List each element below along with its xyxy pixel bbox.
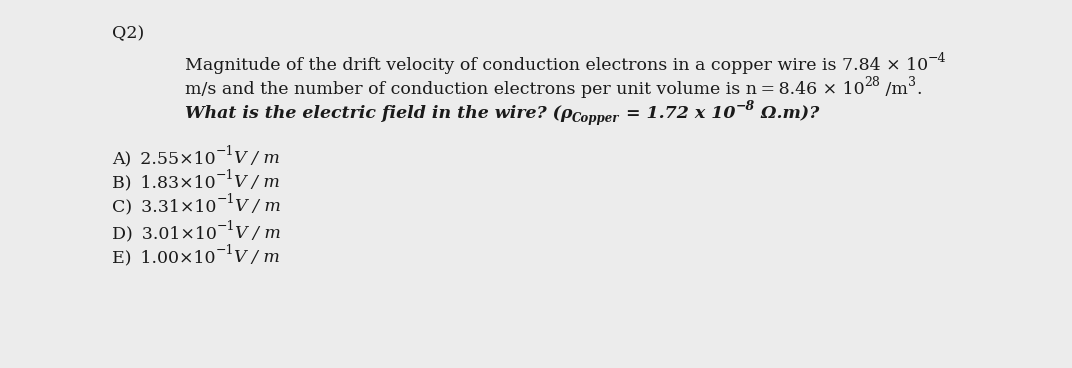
Text: B)  1.83×10: B) 1.83×10 [111,174,215,191]
Text: V / m: V / m [236,225,281,242]
Text: V / m: V / m [235,198,281,215]
Text: −1: −1 [215,145,234,158]
Text: C)  3.31×10: C) 3.31×10 [111,198,217,215]
Text: Ω.m)?: Ω.m)? [755,105,819,122]
Text: /m: /m [880,81,908,98]
Text: V / m: V / m [234,150,280,167]
Text: What is the electric field in the wire? (ρ: What is the electric field in the wire? … [185,105,572,122]
Text: −1: −1 [215,169,234,182]
Text: D)  3.01×10: D) 3.01×10 [111,225,217,242]
Text: −8: −8 [735,100,755,113]
Text: V / m: V / m [234,174,280,191]
Text: .: . [917,81,922,98]
Text: −4: −4 [928,52,947,65]
Text: Magnitude of the drift velocity of conduction electrons in a copper wire is 7.84: Magnitude of the drift velocity of condu… [185,57,928,74]
Text: Copper: Copper [572,112,620,125]
Text: −1: −1 [217,193,235,206]
Text: 3: 3 [908,76,917,89]
Text: A)  2.55×10: A) 2.55×10 [111,150,215,167]
Text: −1: −1 [217,220,236,233]
Text: −1: −1 [215,244,234,257]
Text: Q2): Q2) [111,25,145,42]
Text: = 1.72 x 10: = 1.72 x 10 [620,105,735,122]
Text: E)  1.00×10: E) 1.00×10 [111,249,215,266]
Text: V / m: V / m [234,249,280,266]
Text: 28: 28 [865,76,880,89]
Text: m/s and the number of conduction electrons per unit volume is n = 8.46 × 10: m/s and the number of conduction electro… [185,81,865,98]
